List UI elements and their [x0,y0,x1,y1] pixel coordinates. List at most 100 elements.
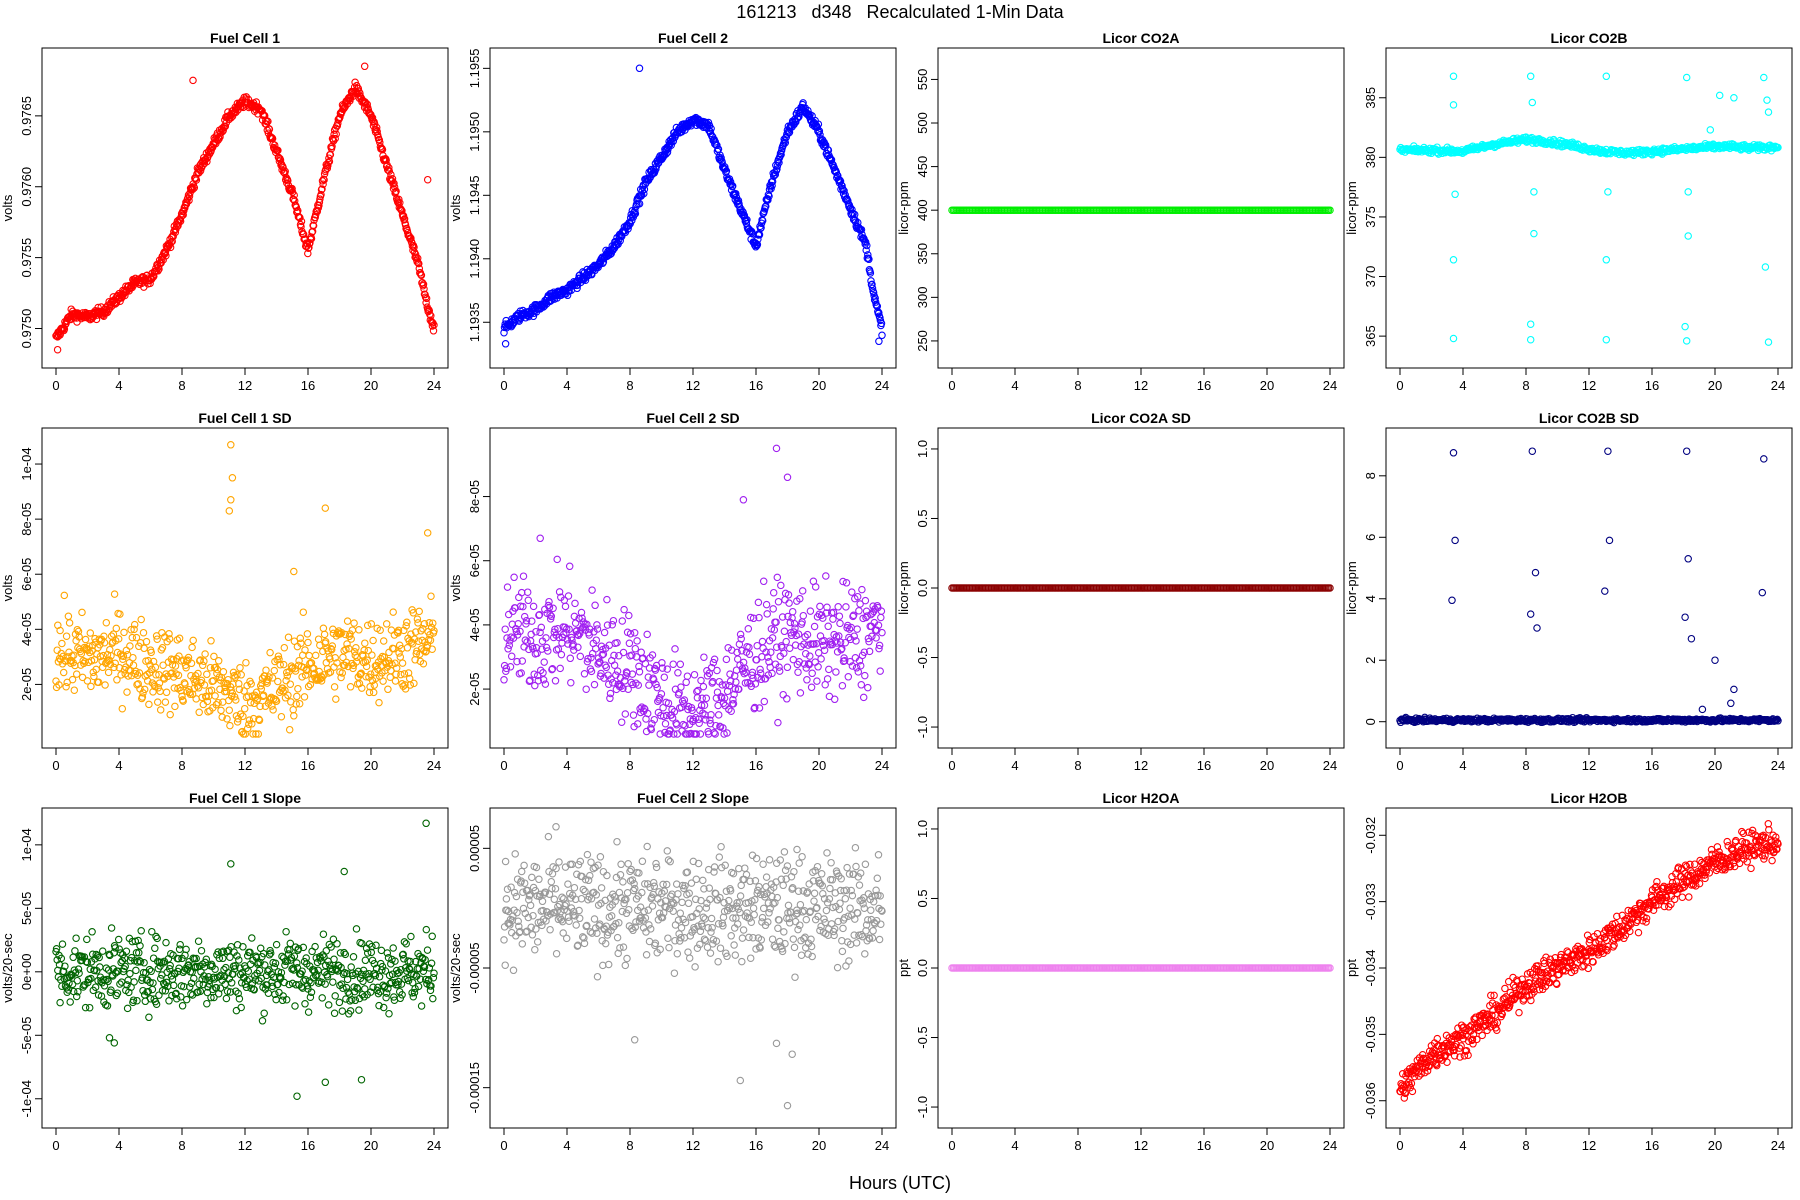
data-point [504,610,513,619]
x-tick-label: 8 [1074,758,1081,773]
data-point [515,593,523,602]
chart-title: Licor CO2A [1102,30,1179,46]
data-point [810,622,819,631]
data-point [258,1017,267,1025]
data-point [155,991,163,999]
data-point [617,718,626,726]
x-tick-label: 20 [364,758,378,773]
y-tick-label: 0.9750 [19,309,34,349]
x-tick-label: 20 [364,1138,378,1153]
data-point [717,154,725,162]
data-point [201,650,209,658]
data-point-outlier [1449,256,1458,264]
data-point-outlier [1698,705,1707,714]
data-point [782,637,790,646]
data-point [182,995,191,1004]
data-point [284,176,292,185]
data-points [500,444,886,738]
data-point [217,706,225,715]
data-point [540,658,548,666]
data-point [813,677,821,685]
data-point [62,682,70,691]
data-point [773,573,782,582]
data-point-outlier [1449,101,1458,109]
data-point-outlier [739,496,748,504]
data-point-outlier [501,340,510,348]
data-point [733,655,742,663]
y-tick-label: 450 [915,156,930,178]
data-point-outlier [1715,91,1724,100]
data-point [816,602,824,611]
y-tick-label: 500 [915,112,930,134]
data-point [619,648,628,657]
data-point [861,596,870,605]
data-point [260,1009,268,1018]
data-point [297,217,306,226]
x-tick-label: 16 [1197,758,1211,773]
data-point [70,686,79,694]
data-point-outlier [1681,322,1689,331]
data-point-outlier [1687,634,1696,643]
x-tick-label: 16 [301,758,315,773]
data-points [52,819,438,1100]
data-point [92,315,101,324]
y-tick-label: 2e-05 [467,672,482,705]
data-point-outlier [1684,188,1692,196]
data-point [767,648,775,656]
x-tick-label: 12 [1582,378,1596,393]
data-point [633,637,641,645]
data-point-outlier [1530,229,1538,238]
data-point [713,688,722,696]
data-point [794,668,802,676]
data-point [780,627,789,636]
x-tick-label: 24 [1771,758,1785,773]
data-point [640,189,648,198]
x-tick-label: 20 [1708,378,1722,393]
data-point [608,620,617,629]
data-point-outlier [1681,613,1689,621]
data-point [382,620,391,628]
data-point [669,660,677,668]
data-point-outlier [1526,610,1535,618]
data-point [876,667,884,675]
data-point-outlier [1730,685,1738,694]
data-point-outlier [536,534,544,543]
data-point [285,725,294,734]
data-point [643,630,651,639]
data-point [872,634,880,642]
data-point [65,619,74,627]
x-tick-label: 24 [1323,758,1337,773]
data-point [834,603,842,611]
data-point [823,675,832,683]
data-point [858,585,866,594]
data-point [863,241,871,250]
data-point [868,280,876,289]
data-point [824,146,833,154]
y-tick-label: 1.1940 [467,239,482,279]
chart-title: Fuel Cell 2 [658,30,728,46]
data-point-outlier [1682,73,1691,82]
data-point [838,681,847,690]
data-point [293,692,301,701]
data-point [773,165,781,174]
data-point [262,666,270,674]
y-tick-label: 8e-05 [467,480,482,513]
data-point [811,658,819,666]
data-point [188,185,197,194]
data-point [420,285,428,293]
data-point [743,216,751,224]
data-point [853,625,861,633]
data-point [314,635,323,643]
data-point [269,706,277,714]
data-point [728,182,737,190]
x-tick-label: 12 [238,1138,252,1153]
data-point-outlier [1684,232,1692,240]
data-point [318,185,326,193]
data-point [427,592,435,600]
data-point [71,947,79,955]
x-tick-label: 12 [1582,758,1596,773]
data-point [677,683,685,691]
data-point [104,668,113,677]
data-point [296,213,304,222]
data-point [410,243,418,252]
